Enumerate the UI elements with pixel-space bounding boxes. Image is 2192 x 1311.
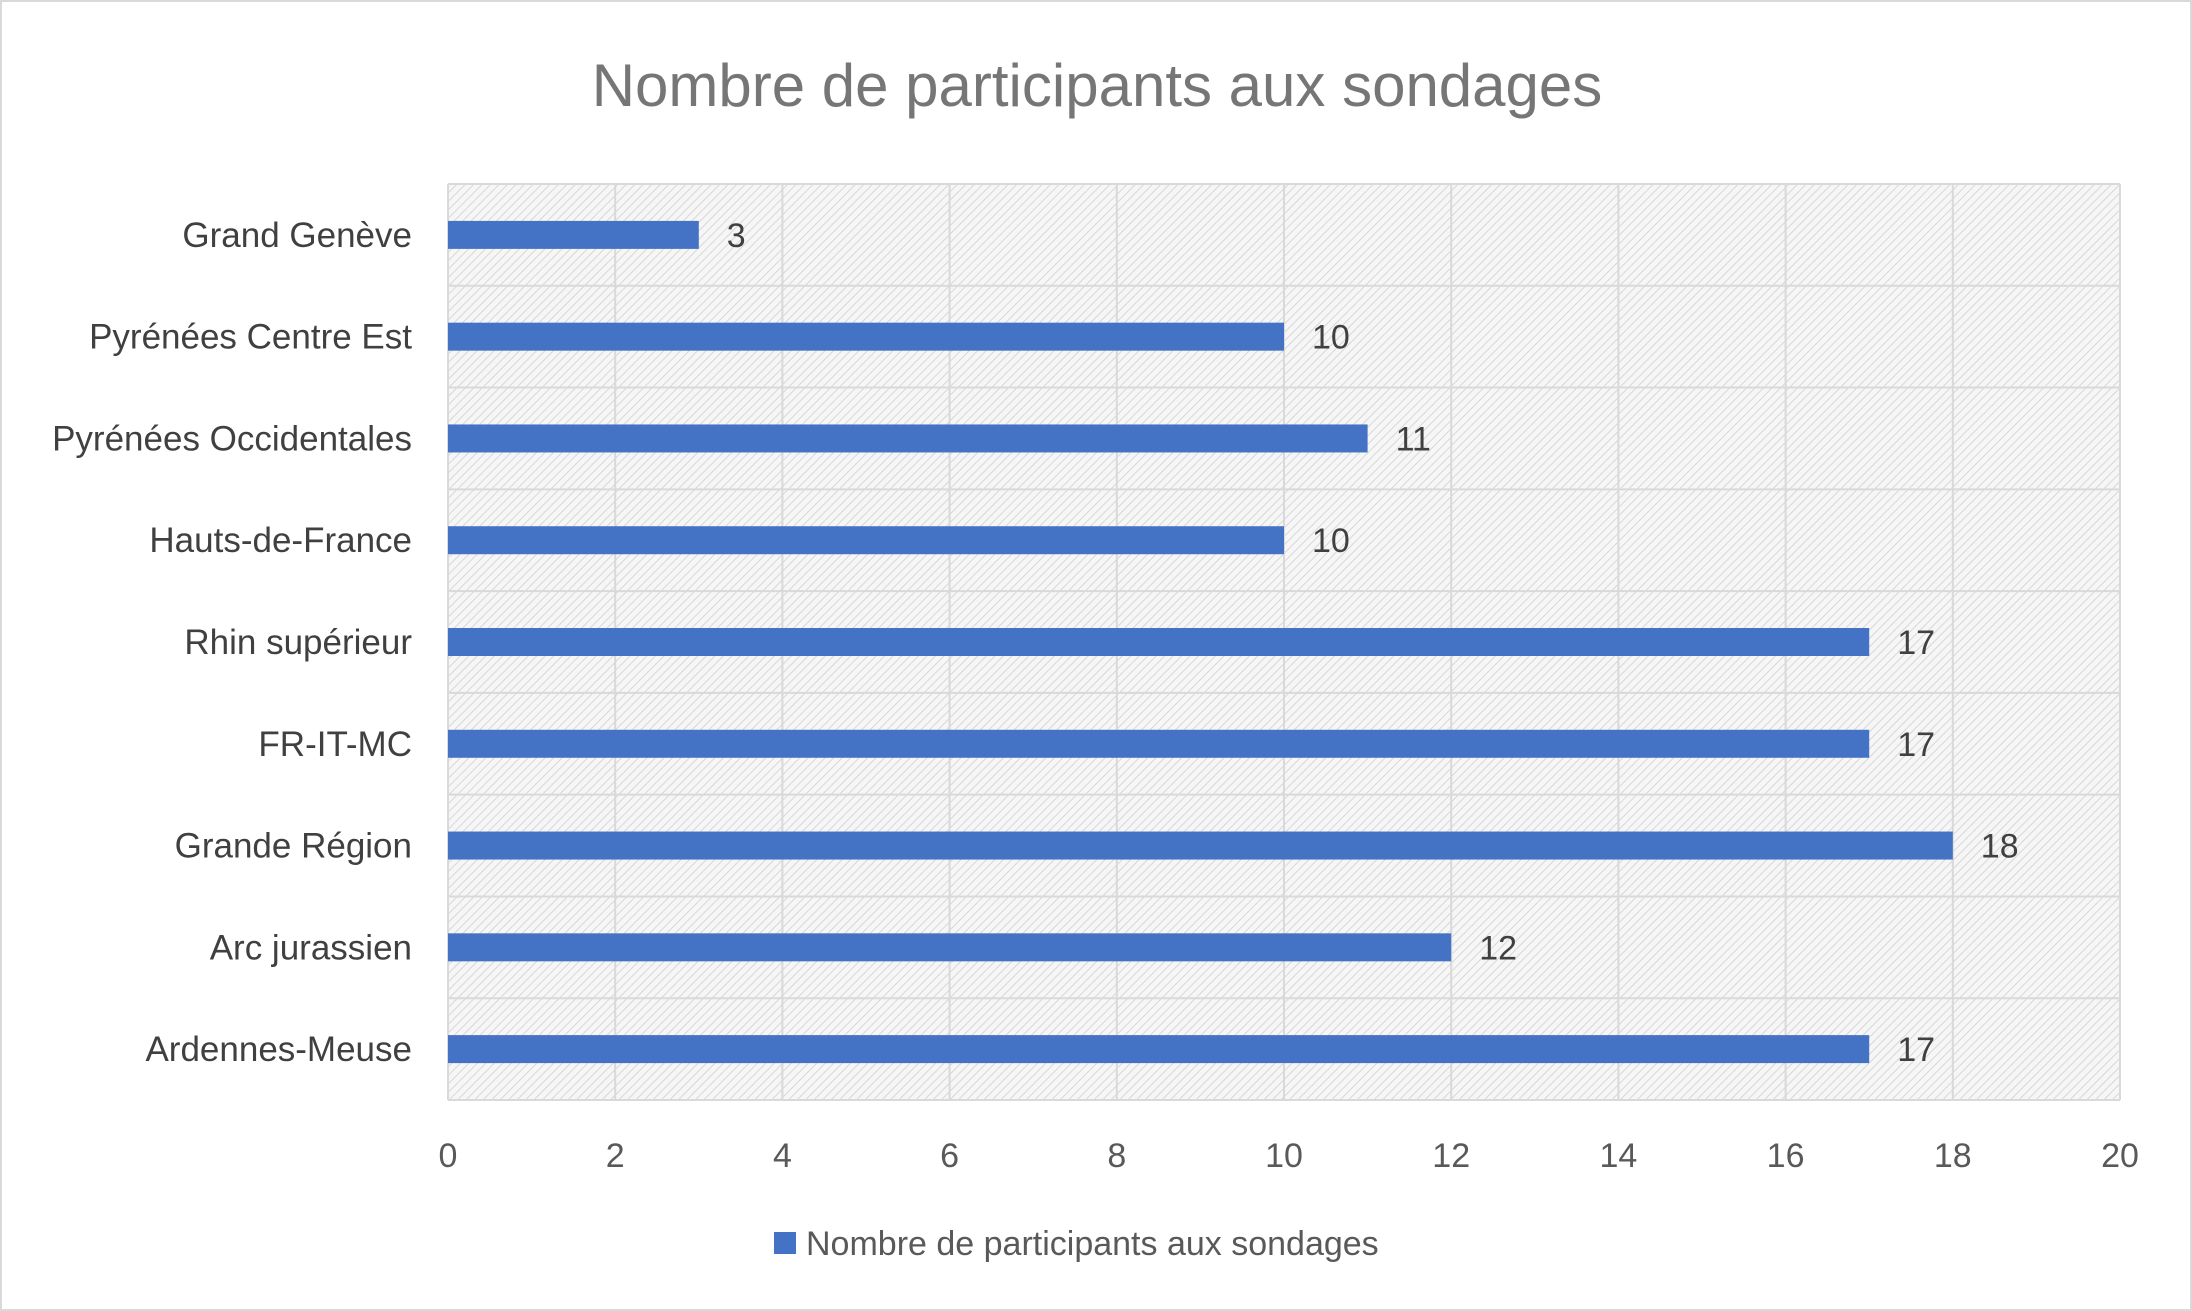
x-tick-label-2: 4 <box>773 1137 792 1175</box>
category-label-0: Grand Genève <box>182 216 412 255</box>
bar-4 <box>448 628 1870 656</box>
bar-2 <box>448 424 1368 453</box>
category-label-1: Pyrénées Centre Est <box>89 318 412 357</box>
value-axis: 0 2 4 6 8 10 12 14 16 18 20 <box>439 1137 2139 1175</box>
data-label-6: 18 <box>1981 828 2019 866</box>
data-label-2: 11 <box>1396 420 1431 458</box>
bar-5 <box>448 729 1870 758</box>
legend-swatch <box>774 1232 796 1254</box>
data-label-7: 12 <box>1479 929 1517 967</box>
data-label-1: 10 <box>1312 319 1350 357</box>
data-label-0: 3 <box>727 217 746 255</box>
x-tick-label-7: 14 <box>1599 1137 1637 1175</box>
category-label-4: Rhin supérieur <box>184 623 412 662</box>
data-label-5: 17 <box>1897 726 1935 764</box>
x-tick-label-6: 12 <box>1432 1137 1470 1175</box>
bar-7 <box>448 933 1452 962</box>
legend-label: Nombre de participants aux sondages <box>806 1225 1379 1263</box>
data-label-8: 17 <box>1897 1031 1935 1069</box>
x-tick-label-0: 0 <box>439 1137 458 1175</box>
data-label-4: 17 <box>1897 624 1935 662</box>
bars: 3 10 11 10 17 17 18 12 17 <box>448 217 2019 1069</box>
data-label-3: 10 <box>1312 522 1350 560</box>
x-tick-label-1: 2 <box>606 1137 625 1175</box>
bar-3 <box>448 526 1284 555</box>
category-label-5: FR-IT-MC <box>258 725 412 764</box>
bar-1 <box>448 322 1284 351</box>
x-tick-label-5: 10 <box>1265 1137 1303 1175</box>
x-tick-label-9: 18 <box>1934 1137 1972 1175</box>
chart-title: Nombre de participants aux sondages <box>592 52 1603 119</box>
legend: Nombre de participants aux sondages <box>774 1225 1379 1263</box>
x-tick-label-10: 20 <box>2101 1137 2139 1175</box>
x-tick-label-3: 6 <box>940 1137 959 1175</box>
category-axis: Grand Genève Pyrénées Centre Est Pyrénées … <box>52 216 412 1069</box>
bar-6 <box>448 831 1953 860</box>
category-label-6: Grande Région <box>175 827 412 866</box>
category-label-2: Pyrénées Occidentales <box>52 419 412 458</box>
bar-0 <box>448 220 699 249</box>
category-label-3: Hauts-de-France <box>149 521 412 560</box>
x-tick-label-8: 16 <box>1767 1137 1805 1175</box>
category-label-8: Ardennes-Meuse <box>145 1030 412 1069</box>
x-tick-label-4: 8 <box>1107 1137 1126 1175</box>
category-label-7: Arc jurassien <box>210 928 412 967</box>
bar-8 <box>448 1035 1870 1064</box>
